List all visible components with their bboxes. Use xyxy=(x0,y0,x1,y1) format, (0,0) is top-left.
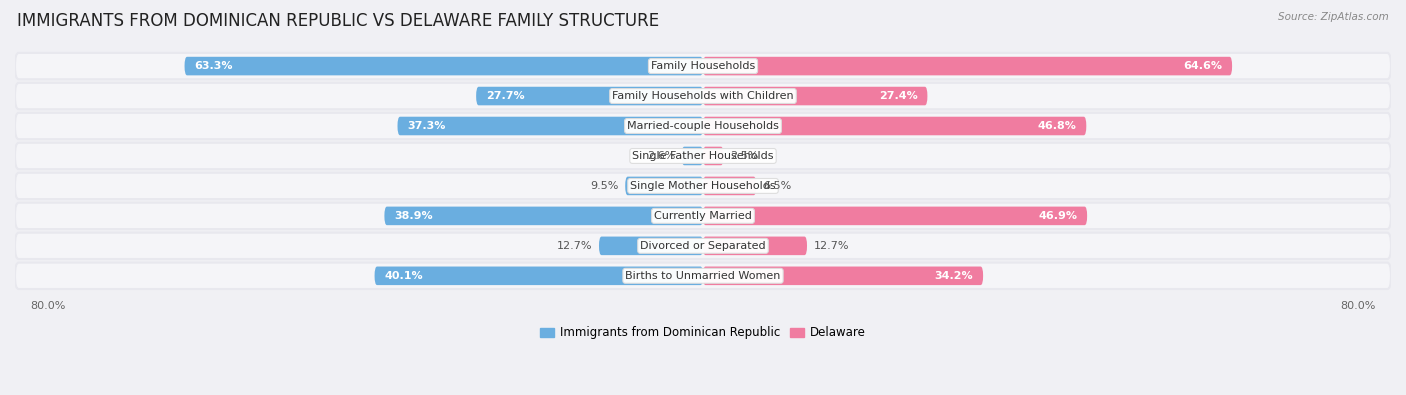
Text: 34.2%: 34.2% xyxy=(935,271,973,281)
Text: Currently Married: Currently Married xyxy=(654,211,752,221)
FancyBboxPatch shape xyxy=(703,57,1232,75)
Text: Single Mother Households: Single Mother Households xyxy=(630,181,776,191)
Text: Family Households with Children: Family Households with Children xyxy=(612,91,794,101)
FancyBboxPatch shape xyxy=(15,263,1391,289)
FancyBboxPatch shape xyxy=(703,147,724,165)
FancyBboxPatch shape xyxy=(384,207,703,225)
FancyBboxPatch shape xyxy=(682,147,703,165)
FancyBboxPatch shape xyxy=(477,87,703,105)
FancyBboxPatch shape xyxy=(184,57,703,75)
Text: 46.8%: 46.8% xyxy=(1038,121,1077,131)
Text: 2.5%: 2.5% xyxy=(730,151,758,161)
Text: 27.4%: 27.4% xyxy=(879,91,918,101)
FancyBboxPatch shape xyxy=(15,113,1391,139)
Text: 12.7%: 12.7% xyxy=(557,241,592,251)
Text: Births to Unmarried Women: Births to Unmarried Women xyxy=(626,271,780,281)
FancyBboxPatch shape xyxy=(703,177,756,195)
Text: 27.7%: 27.7% xyxy=(486,91,524,101)
FancyBboxPatch shape xyxy=(15,173,1391,199)
Text: 40.1%: 40.1% xyxy=(384,271,423,281)
FancyBboxPatch shape xyxy=(703,267,983,285)
Legend: Immigrants from Dominican Republic, Delaware: Immigrants from Dominican Republic, Dela… xyxy=(536,322,870,344)
Text: 63.3%: 63.3% xyxy=(194,61,233,71)
Text: Single Father Households: Single Father Households xyxy=(633,151,773,161)
Text: Source: ZipAtlas.com: Source: ZipAtlas.com xyxy=(1278,12,1389,22)
FancyBboxPatch shape xyxy=(374,267,703,285)
FancyBboxPatch shape xyxy=(599,237,703,255)
Text: Family Households: Family Households xyxy=(651,61,755,71)
Text: 6.5%: 6.5% xyxy=(763,181,792,191)
FancyBboxPatch shape xyxy=(626,177,703,195)
FancyBboxPatch shape xyxy=(703,117,1087,135)
FancyBboxPatch shape xyxy=(15,53,1391,79)
FancyBboxPatch shape xyxy=(15,143,1391,169)
Text: 2.6%: 2.6% xyxy=(647,151,675,161)
FancyBboxPatch shape xyxy=(15,203,1391,229)
FancyBboxPatch shape xyxy=(15,83,1391,109)
FancyBboxPatch shape xyxy=(703,237,807,255)
Text: IMMIGRANTS FROM DOMINICAN REPUBLIC VS DELAWARE FAMILY STRUCTURE: IMMIGRANTS FROM DOMINICAN REPUBLIC VS DE… xyxy=(17,12,659,30)
Text: 37.3%: 37.3% xyxy=(408,121,446,131)
FancyBboxPatch shape xyxy=(398,117,703,135)
Text: Married-couple Households: Married-couple Households xyxy=(627,121,779,131)
Text: 64.6%: 64.6% xyxy=(1184,61,1222,71)
FancyBboxPatch shape xyxy=(703,87,928,105)
Text: 38.9%: 38.9% xyxy=(394,211,433,221)
Text: 9.5%: 9.5% xyxy=(591,181,619,191)
Text: 46.9%: 46.9% xyxy=(1038,211,1077,221)
Text: Divorced or Separated: Divorced or Separated xyxy=(640,241,766,251)
Text: 12.7%: 12.7% xyxy=(814,241,849,251)
FancyBboxPatch shape xyxy=(15,233,1391,259)
FancyBboxPatch shape xyxy=(703,207,1087,225)
